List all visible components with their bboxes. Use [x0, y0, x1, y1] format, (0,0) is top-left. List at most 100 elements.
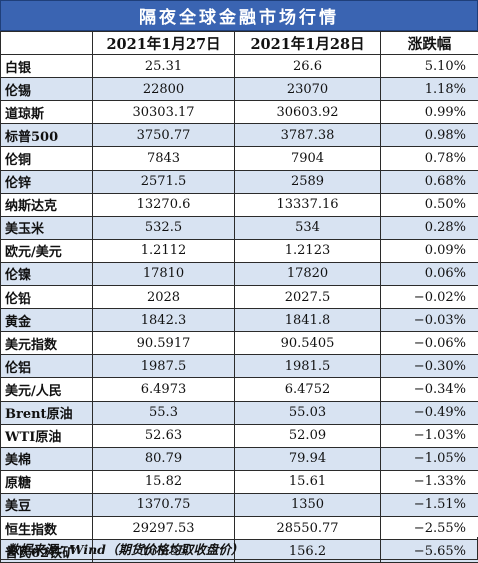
row-value-jan28: 1350	[235, 493, 381, 516]
row-value-jan27: 6.4973	[93, 378, 235, 401]
data-source-note: 数据来源：Wind（期货价格均取收盘价）	[0, 537, 478, 560]
row-value-jan28: 30603.92	[235, 101, 381, 124]
row-change: −0.03%	[381, 309, 478, 332]
row-value-jan27: 25.31	[93, 55, 235, 78]
row-name: 伦铅	[1, 286, 93, 309]
row-value-jan28: 3787.38	[235, 124, 381, 147]
row-value-jan27: 2571.5	[93, 170, 235, 193]
row-name: WTI原油	[1, 424, 93, 447]
row-value-jan27: 80.79	[93, 447, 235, 470]
row-value-jan28: 23070	[235, 78, 381, 101]
row-value-jan27: 13270.6	[93, 193, 235, 216]
row-name: 伦镍	[1, 262, 93, 285]
row-name: 伦锡	[1, 78, 93, 101]
row-name: 原糖	[1, 470, 93, 493]
row-change: −0.06%	[381, 332, 478, 355]
row-change: 0.09%	[381, 239, 478, 262]
row-change: 5.10%	[381, 55, 478, 78]
row-name: 美元指数	[1, 332, 93, 355]
row-value-jan28: 534	[235, 216, 381, 239]
row-name: 标普500	[1, 124, 93, 147]
row-value-jan28: 1.2123	[235, 239, 381, 262]
row-value-jan28: 13337.16	[235, 193, 381, 216]
row-value-jan27: 1842.3	[93, 309, 235, 332]
row-change: −1.05%	[381, 447, 478, 470]
row-value-jan27: 7843	[93, 147, 235, 170]
row-name: 白银	[1, 55, 93, 78]
row-value-jan27: 3750.77	[93, 124, 235, 147]
row-change: −0.30%	[381, 355, 478, 378]
row-value-jan27: 1370.75	[93, 493, 235, 516]
row-value-jan28: 6.4752	[235, 378, 381, 401]
row-name: 伦铜	[1, 147, 93, 170]
row-name: 欧元/美元	[1, 239, 93, 262]
row-value-jan28: 2027.5	[235, 286, 381, 309]
row-value-jan27: 1987.5	[93, 355, 235, 378]
row-name: Brent原油	[1, 401, 93, 424]
row-change: 0.98%	[381, 124, 478, 147]
row-change: −1.51%	[381, 493, 478, 516]
row-value-jan27: 52.63	[93, 424, 235, 447]
row-value-jan27: 532.5	[93, 216, 235, 239]
header-date-2: 2021年1月28日	[235, 32, 381, 55]
row-value-jan28: 1981.5	[235, 355, 381, 378]
row-change: −0.02%	[381, 286, 478, 309]
row-name: 伦铝	[1, 355, 93, 378]
row-change: 1.18%	[381, 78, 478, 101]
row-change: −1.03%	[381, 424, 478, 447]
row-value-jan28: 7904	[235, 147, 381, 170]
row-value-jan28: 52.09	[235, 424, 381, 447]
row-value-jan27: 55.3	[93, 401, 235, 424]
header-date-1: 2021年1月27日	[93, 32, 235, 55]
row-name: 美豆	[1, 493, 93, 516]
row-change: 0.99%	[381, 101, 478, 124]
title-bar: 隔夜全球金融市场行情	[0, 0, 478, 31]
row-change: −0.34%	[381, 378, 478, 401]
row-change: 0.06%	[381, 262, 478, 285]
row-change: 0.50%	[381, 193, 478, 216]
row-change: 0.78%	[381, 147, 478, 170]
row-name: 美棉	[1, 447, 93, 470]
row-value-jan28: 55.03	[235, 401, 381, 424]
row-value-jan28: 90.5405	[235, 332, 381, 355]
row-change: −1.33%	[381, 470, 478, 493]
row-name: 伦锌	[1, 170, 93, 193]
row-value-jan28: 79.94	[235, 447, 381, 470]
row-change: 0.68%	[381, 170, 478, 193]
row-value-jan28: 26.6	[235, 55, 381, 78]
row-name: 道琼斯	[1, 101, 93, 124]
header-row: 2021年1月27日 2021年1月28日 涨跌幅	[1, 32, 478, 55]
row-name: 美玉米	[1, 216, 93, 239]
row-value-jan27: 15.82	[93, 470, 235, 493]
row-value-jan28: 1841.8	[235, 309, 381, 332]
row-change: 0.28%	[381, 216, 478, 239]
table-title: 隔夜全球金融市场行情	[139, 3, 339, 28]
row-value-jan28: 2589	[235, 170, 381, 193]
row-value-jan27: 90.5917	[93, 332, 235, 355]
row-value-jan27: 30303.17	[93, 101, 235, 124]
row-value-jan28: 17820	[235, 262, 381, 285]
row-value-jan27: 2028	[93, 286, 235, 309]
row-value-jan27: 22800	[93, 78, 235, 101]
